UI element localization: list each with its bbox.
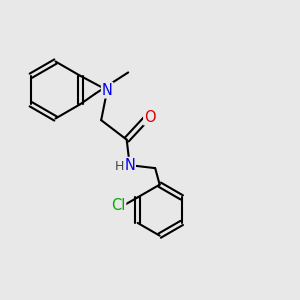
Text: H: H — [115, 160, 124, 173]
Text: Cl: Cl — [111, 198, 125, 213]
Text: N: N — [124, 158, 135, 173]
Text: O: O — [144, 110, 156, 124]
Text: N: N — [102, 83, 112, 98]
